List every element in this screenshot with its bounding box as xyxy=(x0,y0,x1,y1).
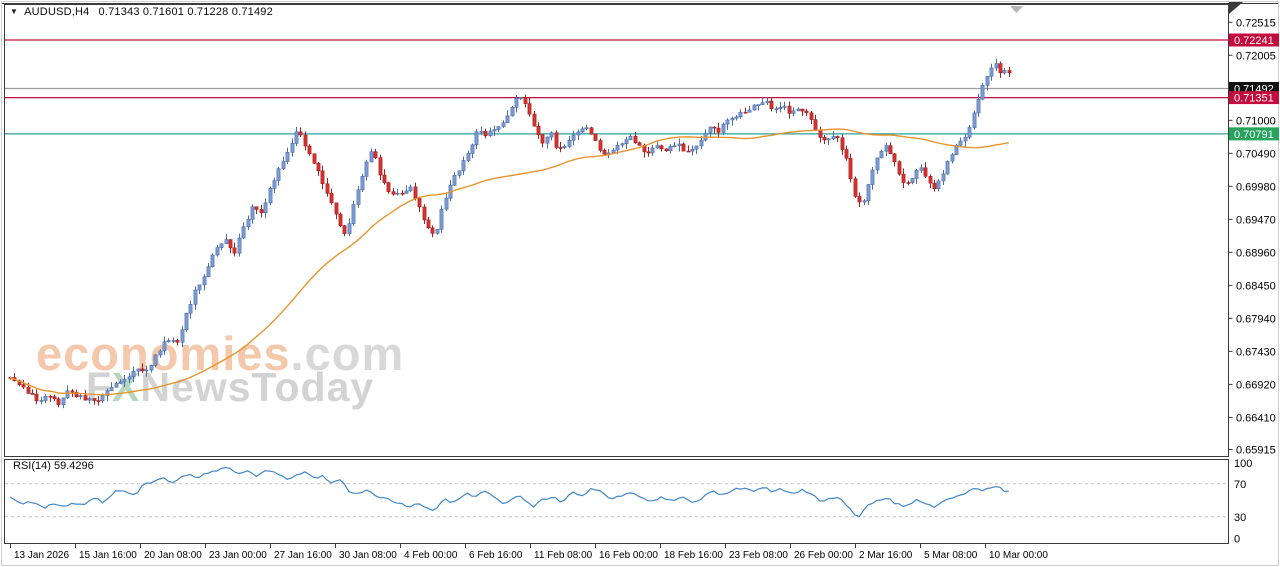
svg-text:0.70791: 0.70791 xyxy=(1234,129,1274,141)
time-axis: 13 Jan 2026 15 Jan 16:00 20 Jan 08:00 23 Ja… xyxy=(10,543,1048,561)
watermark-brand-suffix: .com xyxy=(290,327,405,380)
price-tick-label: 0.71000 xyxy=(1236,115,1276,127)
rsi-pane-border xyxy=(4,459,1229,544)
axis-corner-marker-icon xyxy=(1229,2,1243,14)
svg-text:0.71351: 0.71351 xyxy=(1234,93,1274,105)
chart-title-symbol: AUDUSD,H4 xyxy=(24,6,90,18)
main-pane-border xyxy=(4,4,1229,457)
price-tick-label: 0.65915 xyxy=(1236,444,1276,456)
price-tick-label: 0.69980 xyxy=(1236,181,1276,193)
rsi-scale-label: 0 xyxy=(1234,534,1240,546)
time-tick-label: 15 Jan 16:00 xyxy=(79,550,137,561)
watermark-economies: economies.com xyxy=(36,326,404,381)
time-tick-label: 2 Mar 16:00 xyxy=(859,550,913,561)
price-tick-label: 0.68960 xyxy=(1236,247,1276,259)
price-axis: 0.72515 0.72005 0.71000 0.70490 0.69980 0.694… xyxy=(1228,17,1276,456)
chart-shift-marker-icon[interactable] xyxy=(1010,6,1023,13)
price-badge: 0.72241 xyxy=(1229,33,1279,47)
time-tick-label: 23 Jan 00:00 xyxy=(209,550,267,561)
rsi-scale-label: 70 xyxy=(1234,479,1246,491)
time-tick-label: 26 Feb 00:00 xyxy=(794,550,853,561)
watermark-sub-rest: NewsToday xyxy=(140,364,375,410)
time-tick-label: 30 Jan 08:00 xyxy=(339,550,397,561)
price-tick-label: 0.66920 xyxy=(1236,379,1276,391)
watermark-brand: economies xyxy=(36,327,291,380)
price-tick-label: 0.67940 xyxy=(1236,313,1276,325)
price-badge: 0.71351 xyxy=(1229,91,1279,105)
time-tick-label: 11 Feb 08:00 xyxy=(534,550,593,561)
time-tick-label: 27 Jan 16:00 xyxy=(274,550,332,561)
price-tick-label: 0.72515 xyxy=(1236,17,1276,29)
chart-title: ▼ AUDUSD,H4 0.71343 0.71601 0.71228 0.7149… xyxy=(10,6,273,18)
rsi-label: RSI(14) 59.4296 xyxy=(13,460,94,472)
price-tick-label: 0.66410 xyxy=(1236,412,1276,424)
rsi-scale-label: 100 xyxy=(1234,458,1252,470)
level-lines xyxy=(5,39,1228,135)
time-tick-label: 13 Jan 2026 xyxy=(14,550,69,561)
symbol-dropdown-icon[interactable]: ▼ xyxy=(10,7,19,16)
chart-title-ohlc: 0.71343 0.71601 0.71228 0.71492 xyxy=(98,6,273,18)
time-tick-label: 20 Jan 08:00 xyxy=(144,550,202,561)
time-tick-label: 10 Mar 00:00 xyxy=(989,550,1048,561)
price-tick-label: 0.72005 xyxy=(1236,50,1276,62)
rsi-pane: 100 70 30 0 xyxy=(5,458,1252,546)
time-tick-label: 16 Feb 00:00 xyxy=(599,550,658,561)
time-tick-label: 4 Feb 00:00 xyxy=(404,550,458,561)
price-tick-label: 0.68450 xyxy=(1236,280,1276,292)
price-tick-label: 0.67430 xyxy=(1236,346,1276,358)
price-tick-label: 0.69470 xyxy=(1236,214,1276,226)
candles xyxy=(8,58,1012,409)
time-tick-label: 23 Feb 08:00 xyxy=(729,550,788,561)
time-tick-label: 18 Feb 16:00 xyxy=(664,550,723,561)
time-tick-label: 5 Mar 08:00 xyxy=(924,550,978,561)
price-badge: 0.70791 xyxy=(1229,127,1279,141)
time-tick-label: 6 Feb 16:00 xyxy=(469,550,523,561)
rsi-scale-label: 30 xyxy=(1234,512,1246,524)
svg-text:0.72241: 0.72241 xyxy=(1234,35,1274,47)
rsi-line xyxy=(9,466,1009,518)
ma-line xyxy=(9,128,1009,396)
price-tick-label: 0.70490 xyxy=(1236,148,1276,160)
